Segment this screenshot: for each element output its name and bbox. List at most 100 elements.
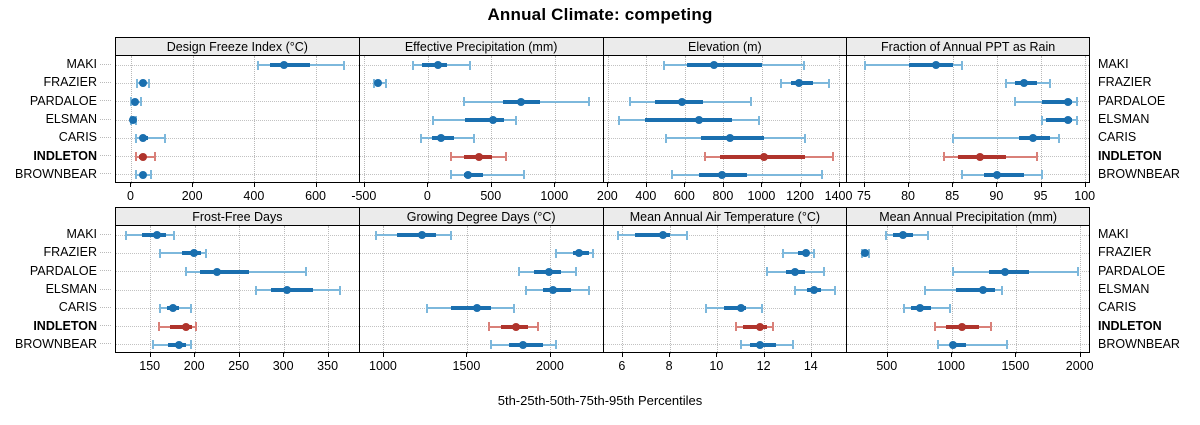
axis-tick-label: 200 xyxy=(183,359,205,373)
whisker-cap-high xyxy=(514,115,517,125)
gridline-horizontal xyxy=(847,82,1089,84)
panel-plot-area xyxy=(847,226,1089,354)
panel-frost-free-days: Frost-Free Days xyxy=(115,207,359,354)
site-label-left-pardaloe: PARDALOE xyxy=(4,263,111,279)
whisker-cap-low xyxy=(254,285,257,295)
whisker-cap-low xyxy=(524,285,527,295)
whisker-cap-high xyxy=(827,78,830,88)
median-dot xyxy=(791,267,800,276)
whisker-cap-high xyxy=(1075,97,1078,107)
iqr-bar xyxy=(170,324,192,329)
iqr-bar xyxy=(989,269,1030,274)
axis-tick-label: 350 xyxy=(317,359,339,373)
panel-mean-annual-air-temperature-c: Mean Annual Air Temperature (°C) xyxy=(602,207,847,354)
panel-plot-area xyxy=(359,226,603,354)
whisker-cap-high xyxy=(821,170,824,180)
site-label-right-brownbear: BROWNBEAR xyxy=(1098,336,1180,351)
whisker-cap-low xyxy=(670,170,673,180)
gridline-horizontal xyxy=(116,289,359,291)
panel-plot-area xyxy=(116,226,359,354)
whisker-cap-high xyxy=(926,230,929,240)
whisker-cap-high xyxy=(172,230,175,240)
axis-tick-label: 2000 xyxy=(536,359,564,373)
median-dot xyxy=(473,304,482,313)
axis-tick-label: 1500 xyxy=(452,359,481,373)
median-dot xyxy=(548,286,557,294)
site-label-left-brownbear: BROWNBEAR xyxy=(4,336,111,352)
iqr-bar xyxy=(687,63,763,68)
row-leader-dots xyxy=(100,306,111,308)
axis-tick-label: 6 xyxy=(618,359,626,373)
whisker-cap-low xyxy=(135,78,138,88)
site-label-text: BROWNBEAR xyxy=(15,336,97,351)
whisker-cap-high xyxy=(757,115,760,125)
whisker-cap-high xyxy=(791,340,794,350)
whisker-cap-high xyxy=(204,248,207,258)
whisker-cap-low xyxy=(152,340,155,350)
median-dot xyxy=(175,340,184,349)
gridline-horizontal xyxy=(116,174,359,176)
axis-tick xyxy=(549,353,551,357)
whisker-cap-high xyxy=(868,248,871,258)
whisker-cap-low xyxy=(554,248,557,258)
axis-tick xyxy=(315,183,317,187)
whisker-cap-high xyxy=(685,230,688,240)
iqr-bar xyxy=(542,288,571,292)
whisker-cap-low xyxy=(628,97,631,107)
axis-tick-label: 600 xyxy=(305,189,326,203)
gridline-horizontal xyxy=(847,307,1089,309)
whisker-cap-low xyxy=(782,248,785,258)
whisker-cap-low xyxy=(158,303,161,313)
whisker-cap-high xyxy=(831,152,834,162)
panel-mean-annual-precipitation-mm: Mean Annual Precipitation (mm) xyxy=(846,207,1090,354)
gridline-horizontal xyxy=(359,344,603,346)
axis-tick-label: 1500 xyxy=(1001,359,1030,373)
axis-tick xyxy=(554,183,556,187)
axis-tick-label: 80 xyxy=(901,189,916,203)
site-label-right-frazier: FRAZIER xyxy=(1098,245,1152,260)
whisker-cap-low xyxy=(518,267,521,277)
gridline-horizontal xyxy=(116,234,359,236)
panel-strip-title: Mean Annual Precipitation (mm) xyxy=(847,208,1089,226)
axis-tick-label: 1000 xyxy=(369,359,397,373)
panel-design-freeze-index-c: Design Freeze Index (°C) xyxy=(115,37,359,184)
gridline-horizontal xyxy=(359,252,603,254)
site-label-text: CARIS xyxy=(58,300,97,315)
whisker-cap-high xyxy=(749,97,752,107)
axis-tick-label: 400 xyxy=(243,189,265,203)
row-leader-dots xyxy=(100,81,111,83)
whisker-cap-low xyxy=(450,152,453,162)
site-label-left-elsman: ELSMAN xyxy=(4,281,111,297)
panel-strip-title: Effective Precipitation (mm) xyxy=(359,38,603,56)
panel-plot-area xyxy=(603,56,847,184)
gridline-horizontal xyxy=(359,289,603,291)
axis-tick-label: 500 xyxy=(480,189,502,203)
whisker-cap-high xyxy=(802,60,805,70)
row-leader-dots xyxy=(100,233,111,235)
site-label-right-frazier: FRAZIER xyxy=(1098,75,1152,90)
median-dot xyxy=(139,134,148,143)
axis-tick xyxy=(952,183,954,187)
iqr-bar xyxy=(634,233,671,238)
axis-tick-label: 12 xyxy=(756,359,771,373)
median-dot xyxy=(418,231,427,240)
axis-caption: 5th-25th-50th-75th-95th Percentiles xyxy=(497,393,703,408)
axis-tick xyxy=(194,353,196,357)
whisker-cap-low xyxy=(952,133,955,143)
iqr-bar xyxy=(743,324,767,329)
median-dot xyxy=(736,304,745,313)
median-dot xyxy=(1000,267,1009,276)
site-label-left-frazier: FRAZIER xyxy=(4,244,111,260)
whisker-cap-high xyxy=(189,303,192,313)
panel-plot-area xyxy=(603,226,847,354)
whisker-cap-high xyxy=(592,248,595,258)
axis-tick-label: 14 xyxy=(803,359,818,373)
whisker-cap-low xyxy=(617,230,620,240)
row-leader-dots xyxy=(100,118,111,120)
whisker-cap-low xyxy=(735,322,738,332)
whisker-cap-high xyxy=(164,133,167,143)
gridline-horizontal xyxy=(359,326,603,328)
median-dot xyxy=(755,322,764,331)
axis-tick-label: 1000 xyxy=(540,189,569,203)
